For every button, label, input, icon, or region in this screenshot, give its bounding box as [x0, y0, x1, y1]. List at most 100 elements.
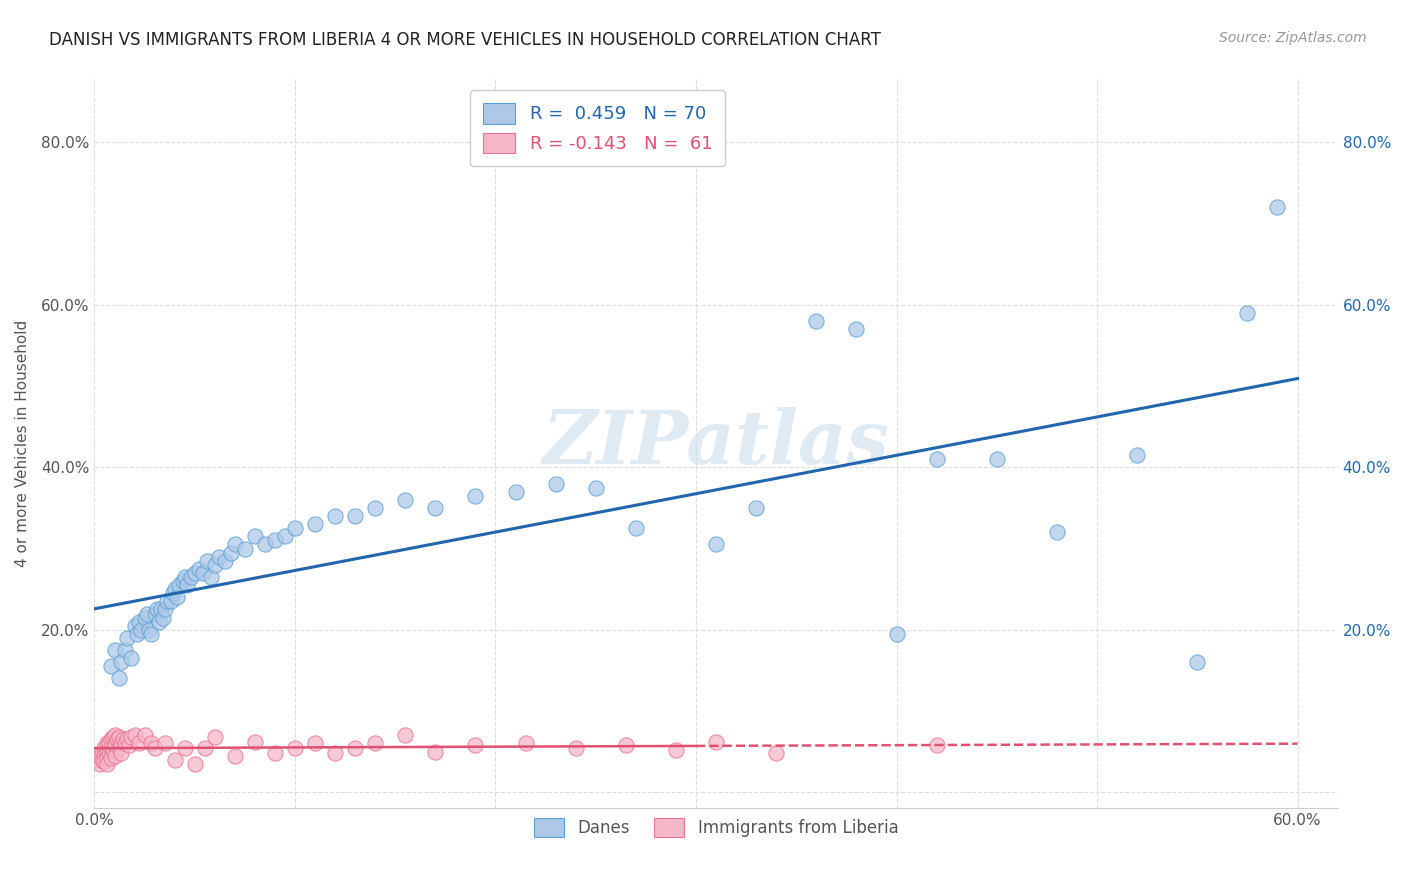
Point	[139, 627, 162, 641]
Point	[515, 736, 537, 750]
Point	[304, 736, 326, 750]
Point	[745, 500, 768, 515]
Point	[233, 541, 256, 556]
Point	[163, 753, 186, 767]
Point	[143, 740, 166, 755]
Point	[89, 748, 111, 763]
Point	[191, 566, 214, 580]
Point	[139, 736, 162, 750]
Point	[110, 655, 132, 669]
Point	[806, 314, 828, 328]
Point	[200, 570, 222, 584]
Point	[425, 500, 447, 515]
Legend: Danes, Immigrants from Liberia: Danes, Immigrants from Liberia	[527, 812, 905, 844]
Point	[219, 545, 242, 559]
Point	[110, 736, 132, 750]
Point	[96, 745, 118, 759]
Point	[156, 594, 179, 608]
Point	[284, 521, 307, 535]
Point	[845, 322, 868, 336]
Point	[394, 492, 416, 507]
Point	[100, 740, 122, 755]
Point	[107, 672, 129, 686]
Point	[153, 736, 176, 750]
Text: DANISH VS IMMIGRANTS FROM LIBERIA 4 OR MORE VEHICLES IN HOUSEHOLD CORRELATION CH: DANISH VS IMMIGRANTS FROM LIBERIA 4 OR M…	[49, 31, 882, 49]
Point	[93, 740, 115, 755]
Point	[128, 615, 150, 629]
Point	[129, 623, 152, 637]
Point	[344, 740, 367, 755]
Point	[97, 736, 120, 750]
Point	[564, 740, 586, 755]
Point	[624, 521, 647, 535]
Point	[115, 732, 138, 747]
Point	[304, 517, 326, 532]
Point	[110, 746, 132, 760]
Point	[173, 740, 195, 755]
Point	[585, 481, 607, 495]
Point	[135, 607, 157, 621]
Point	[124, 728, 146, 742]
Point	[105, 732, 128, 747]
Point	[96, 736, 118, 750]
Point	[364, 736, 387, 750]
Point	[120, 730, 142, 744]
Point	[187, 562, 209, 576]
Point	[87, 753, 110, 767]
Point	[243, 735, 266, 749]
Point	[464, 738, 486, 752]
Point	[148, 615, 170, 629]
Point	[120, 651, 142, 665]
Point	[364, 500, 387, 515]
Point	[153, 602, 176, 616]
Point	[183, 756, 205, 771]
Point	[100, 751, 122, 765]
Point	[1126, 448, 1149, 462]
Point	[91, 753, 114, 767]
Point	[128, 736, 150, 750]
Point	[1187, 655, 1209, 669]
Point	[89, 756, 111, 771]
Point	[224, 748, 246, 763]
Point	[886, 627, 908, 641]
Point	[149, 602, 172, 616]
Point	[143, 607, 166, 621]
Point	[925, 738, 948, 752]
Point	[166, 591, 188, 605]
Y-axis label: 4 or more Vehicles in Household: 4 or more Vehicles in Household	[15, 319, 30, 566]
Point	[125, 627, 148, 641]
Point	[1046, 525, 1069, 540]
Point	[925, 452, 948, 467]
Text: ZIPatlas: ZIPatlas	[543, 407, 890, 479]
Point	[323, 746, 346, 760]
Point	[264, 533, 287, 548]
Point	[103, 748, 125, 763]
Point	[124, 618, 146, 632]
Point	[100, 732, 122, 747]
Point	[101, 730, 124, 744]
Point	[107, 730, 129, 744]
Point	[96, 756, 118, 771]
Point	[111, 732, 134, 747]
Point	[214, 554, 236, 568]
Point	[204, 558, 226, 572]
Point	[274, 529, 297, 543]
Point	[100, 659, 122, 673]
Point	[1236, 306, 1258, 320]
Point	[180, 570, 202, 584]
Point	[138, 623, 160, 637]
Point	[96, 751, 118, 765]
Point	[505, 484, 527, 499]
Point	[172, 574, 194, 588]
Point	[114, 643, 136, 657]
Point	[93, 748, 115, 763]
Point	[243, 529, 266, 543]
Point	[425, 745, 447, 759]
Point	[264, 746, 287, 760]
Point	[176, 578, 198, 592]
Point	[204, 730, 226, 744]
Point	[162, 586, 184, 600]
Point	[704, 537, 727, 551]
Point	[97, 745, 120, 759]
Point	[704, 735, 727, 749]
